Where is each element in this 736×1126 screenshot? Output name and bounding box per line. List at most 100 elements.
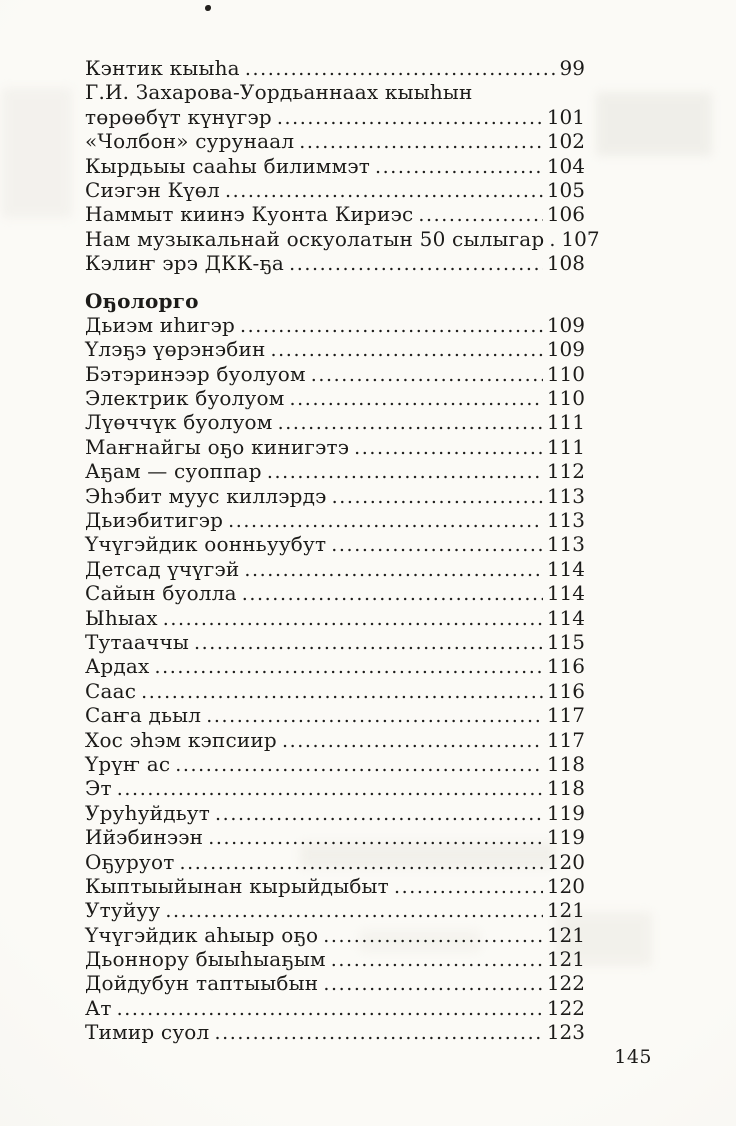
dot-leader: [245, 56, 556, 81]
toc-entry-title: Кэнтик кыыһа: [85, 56, 240, 80]
toc-entry: Ардах 116: [85, 654, 585, 678]
toc-entry-title: Г.И. Захарова-Уордьаннаах кыыһын: [85, 80, 473, 105]
toc-entry-title: Эһэбит муус киллэрдэ: [85, 483, 327, 508]
table-of-contents: Кэнтик кыыһа 99 Г.И. Захарова-Уордьаннаа…: [85, 56, 600, 1045]
toc-entry: Кэнтик кыыһа 99: [85, 56, 585, 80]
toc-entry-title: Саҥа дьыл: [85, 703, 202, 728]
toc-entry: Уруһуйдьут 119: [85, 801, 585, 825]
toc-entry-title: Кэлиҥ эрэ ДКК-ҕа: [85, 251, 285, 276]
dot-leader: [117, 996, 543, 1021]
toc-entry-title: Хос эһэм кэпсиир: [85, 727, 277, 752]
toc-entry-page: 121: [546, 898, 585, 923]
dot-leader: [418, 202, 542, 227]
toc-entry: Ийэбинээн 119: [85, 825, 585, 849]
dot-leader: [225, 178, 543, 203]
toc-entry-title: Сиэгэн Күөл: [85, 177, 220, 202]
toc-entry-page: 109: [546, 312, 585, 337]
toc-entry-page: 119: [546, 800, 585, 825]
toc-entry: Саҥа дьыл 117: [85, 703, 585, 727]
toc-entry-title: Үлэҕэ үөрэнэбин: [85, 337, 266, 362]
dot-leader: [271, 337, 543, 362]
toc-entry-title: Дойдубун таптыыбын: [85, 971, 319, 996]
dot-leader: [278, 410, 543, 435]
toc-entry: Эт 118: [85, 776, 585, 800]
toc-entry: Ыһыах 114: [85, 606, 585, 630]
dot-leader: [394, 874, 543, 899]
dot-leader: [208, 825, 543, 850]
toc-entry: Маҥнайгы оҕо кинигэтэ 111: [85, 435, 585, 459]
dot-leader: [311, 362, 543, 387]
dot-leader: [206, 703, 543, 728]
toc-entry-page: 118: [546, 776, 585, 801]
dot-leader: [331, 947, 543, 972]
toc-entry: Үчүгэйдик аһыыр оҕо 121: [85, 923, 585, 947]
toc-entry-title: Утуйуу: [85, 898, 161, 923]
dot-leader: [154, 654, 542, 679]
toc-entry-title: Дьиэм иһигэр: [85, 312, 236, 337]
toc-entry-page: 111: [546, 434, 585, 459]
toc-entry-page: 114: [546, 605, 585, 630]
dot-leader: [163, 606, 543, 631]
toc-entry: Дойдубун таптыыбын 122: [85, 971, 585, 995]
dot-leader: [289, 251, 543, 276]
toc-entry-page: 121: [546, 947, 585, 972]
toc-entry: Утуйуу 121: [85, 898, 585, 922]
toc-entry-page: 113: [546, 483, 585, 508]
dot-leader: [323, 923, 543, 948]
toc-section-header: Оҕолорго: [85, 288, 199, 313]
toc-entry: Аҕам — суоппар 112: [85, 459, 585, 483]
toc-entry-title: Лүөччүк буолуом: [85, 410, 273, 435]
toc-entry-page: 121: [546, 922, 585, 947]
dot-leader: [242, 581, 543, 606]
dot-leader: [323, 971, 542, 996]
dot-leader: [299, 129, 543, 154]
dot-leader: [331, 532, 543, 557]
toc-entry-page: 117: [546, 727, 585, 752]
dot-leader: [194, 630, 543, 655]
toc-entry-title: Детсад үчүгэй: [85, 556, 240, 581]
toc-entry-page: 105: [546, 177, 585, 202]
toc-entry-page: 110: [546, 361, 585, 386]
dot-leader: [267, 459, 543, 484]
dot-leader: [228, 508, 543, 533]
toc-entry: Үрүҥ ас 118: [85, 752, 585, 776]
toc-entry-title: Маҥнайгы оҕо кинигэтэ: [85, 434, 350, 459]
dot-leader: [240, 313, 543, 338]
toc-entry-page: 110: [546, 386, 585, 411]
dot-leader: [332, 484, 543, 509]
toc-entry-page: 117: [546, 703, 585, 728]
toc-entry-title: Электрик буолуом: [85, 386, 285, 411]
toc-entry-title: төрөөбүт күнүгэр: [85, 104, 272, 129]
toc-entry: Дьоннору быыһыаҕым 121: [85, 947, 585, 971]
toc-entry-title: Бэтэринээр буолуом: [85, 361, 306, 386]
toc-entry-page: 122: [546, 995, 585, 1020]
toc-entry: Кырдьыы сааһы билиммэт 104: [85, 154, 585, 178]
toc-entry-page: 114: [546, 581, 585, 606]
toc-entry-title: Үчүгэйдик оонньуубут: [85, 532, 327, 557]
toc-entry-page: 122: [546, 971, 585, 996]
toc-entry-title: Дьоннору быыһыаҕым: [85, 947, 326, 972]
toc-entry: Дьиэбитигэр 113: [85, 508, 585, 532]
toc-entry: Наммыт киинэ Куонта Кириэс 106: [85, 202, 585, 226]
toc-entry: Кыптыыйынан кырыйдыбыт 120: [85, 874, 585, 898]
toc-entry-title: Ыһыах: [85, 605, 158, 630]
dot-leader: [165, 898, 542, 923]
toc-entry-page: 108: [546, 251, 585, 276]
toc-entry-page: 113: [546, 532, 585, 557]
toc-entry-title: Кыптыыйынан кырыйдыбыт: [85, 873, 389, 898]
toc-entry-page: 114: [546, 556, 585, 581]
toc-entry-page: 123: [546, 1020, 585, 1045]
toc-entry-page: 120: [546, 873, 585, 898]
dot-leader: [290, 386, 543, 411]
toc-entry: Детсад үчүгэй 114: [85, 557, 585, 581]
toc-entry-page: 106: [546, 202, 585, 227]
toc-entry-page: 102: [546, 129, 585, 154]
toc-entry-title: Үчүгэйдик аһыыр оҕо: [85, 922, 319, 947]
toc-entry-title: Ардах: [85, 654, 150, 679]
toc-entry: Саас 116: [85, 679, 585, 703]
toc-entry: Сиэгэн Күөл 105: [85, 178, 585, 202]
dot-leader: [180, 850, 543, 875]
toc-entry-page: 115: [546, 629, 585, 654]
toc-entry-title: Наммыт киинэ Куонта Кириэс: [85, 202, 414, 227]
toc-entry-page: 107: [561, 226, 600, 251]
